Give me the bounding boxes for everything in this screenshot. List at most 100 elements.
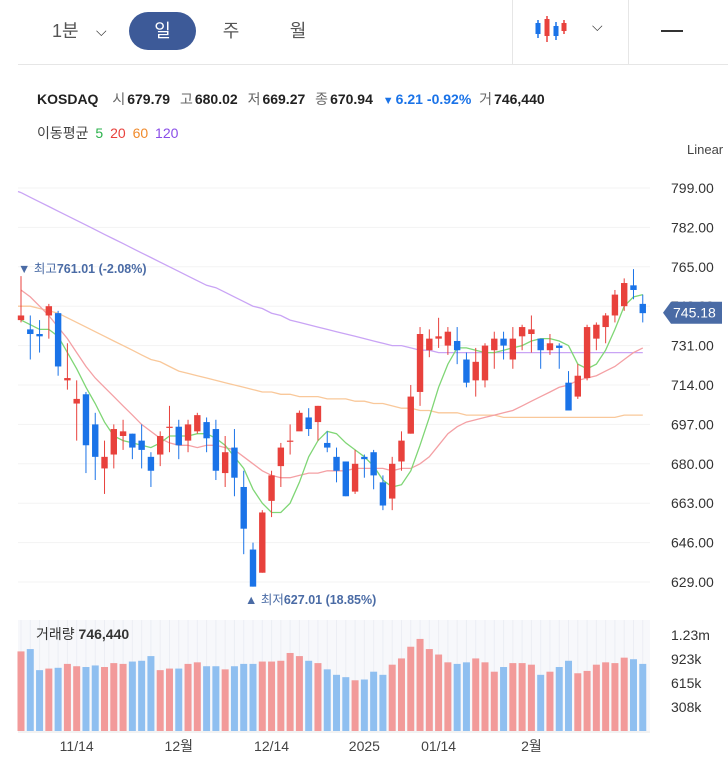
volume-bar	[203, 666, 211, 731]
candle-body	[175, 426, 182, 446]
toolbar-divider	[628, 0, 629, 64]
change-value: 6.21	[395, 91, 423, 107]
ma60-line	[21, 305, 643, 419]
volume-bar	[453, 663, 461, 731]
volume-bar	[54, 667, 62, 731]
volume-bar	[639, 663, 647, 731]
timeframe-month-tab[interactable]: 월	[289, 21, 307, 41]
candle-body	[147, 456, 155, 471]
volume-bar	[119, 663, 127, 731]
candlestick-chart-type-icon[interactable]	[534, 14, 568, 44]
timeframe-1min-dropdown[interactable]: 1분 ⌵	[38, 12, 128, 50]
candle-body	[259, 512, 266, 573]
chevron-down-icon: ⌵	[96, 23, 107, 39]
volume-bar	[537, 674, 545, 731]
candle-body	[602, 315, 609, 328]
quote-summary: KOSDAQ 시 679.79 고 680.02 저 669.27 종 670.94 ▼…	[37, 89, 551, 109]
y-tick-label: 646.00	[671, 535, 714, 551]
volume-tick-label: 308k	[671, 699, 702, 715]
volume-bar	[611, 663, 619, 731]
volume-bar	[435, 654, 443, 731]
candle-body	[435, 336, 442, 339]
volume-bar	[63, 663, 71, 731]
change-arrow-icon: ▼	[382, 95, 394, 107]
volume-bar	[240, 663, 248, 731]
high-value: 680.02	[194, 91, 238, 107]
candle-body	[324, 442, 331, 448]
moving-average-legend: 이동평균 5 20 60 120	[37, 123, 181, 143]
ma-legend-5: 5	[95, 125, 104, 141]
candle-body	[286, 440, 294, 442]
candle-body	[639, 303, 646, 314]
volume-bar	[360, 679, 368, 731]
candle-body	[556, 345, 563, 348]
x-tick-label: 11/14	[60, 738, 94, 754]
candle-body	[351, 463, 359, 492]
candle-body	[333, 456, 340, 471]
volume-bar	[555, 667, 563, 731]
volume-bar	[110, 663, 118, 731]
candle-body	[17, 315, 25, 321]
volume-bar	[193, 662, 201, 731]
volume-bar	[138, 660, 146, 731]
volume-bar	[592, 664, 600, 731]
volume-bar	[370, 671, 378, 731]
close-value: 670.94	[330, 91, 373, 107]
x-tick-label: 2025	[349, 738, 380, 754]
volume-bar	[286, 652, 294, 731]
candle-body	[36, 334, 43, 337]
candle-body	[444, 331, 452, 346]
volume-bar	[379, 674, 387, 731]
volume-bar	[527, 664, 535, 731]
y-tick-label: 731.00	[671, 338, 714, 354]
chart-type-chevron-icon[interactable]: ⌵	[592, 18, 603, 34]
candle-body	[194, 415, 201, 432]
candle-body	[101, 456, 108, 469]
volume-bar	[388, 664, 396, 731]
candle-body	[370, 452, 377, 476]
volume-bar	[147, 656, 155, 731]
volume-bar	[397, 658, 405, 731]
volume-bar	[165, 668, 173, 731]
candle-body	[593, 324, 600, 339]
y-tick-label: 663.00	[671, 495, 714, 511]
volume-bar	[583, 670, 591, 731]
scale-mode-toggle[interactable]: Linear	[687, 142, 724, 157]
candle-body	[491, 338, 498, 351]
candle-body	[157, 435, 164, 455]
timeframe-1min-label: 1분	[52, 21, 79, 41]
candle-body	[500, 338, 507, 346]
volume-panel-label: 거래량 746,440	[36, 626, 129, 642]
volume-bar	[91, 665, 99, 731]
candle-body	[509, 338, 517, 360]
volume-bar	[444, 662, 452, 731]
candle-body	[342, 461, 349, 497]
x-tick-label: 12/14	[254, 738, 289, 754]
volume-bar	[175, 668, 183, 731]
candle-body	[249, 549, 257, 587]
y-tick-label: 680.00	[671, 456, 714, 472]
timeframe-day-tab[interactable]: 일	[129, 12, 196, 50]
candle-body	[574, 375, 581, 397]
candle-body	[45, 306, 53, 316]
last-price-badge-shape	[663, 301, 722, 324]
timeframe-week-tab[interactable]: 주	[222, 21, 240, 41]
candle-body	[231, 447, 238, 478]
volume-bar	[462, 662, 470, 731]
candle-body	[398, 440, 405, 462]
candle-body	[203, 422, 210, 439]
volume-bar	[82, 667, 90, 731]
high-label: 고	[179, 91, 193, 107]
candle-body	[110, 429, 117, 455]
volume-bar	[602, 662, 610, 731]
volume-bar	[230, 666, 238, 731]
volume-bar	[416, 638, 424, 731]
volume-bar	[26, 649, 34, 731]
candle-body	[184, 424, 192, 441]
ma5-line	[20, 293, 643, 514]
last-price-badge-text: 745.18	[673, 305, 716, 321]
volume-tick-label: 1.23m	[671, 627, 710, 643]
line-tool-icon[interactable]	[661, 30, 683, 32]
volume-bar	[490, 671, 498, 731]
